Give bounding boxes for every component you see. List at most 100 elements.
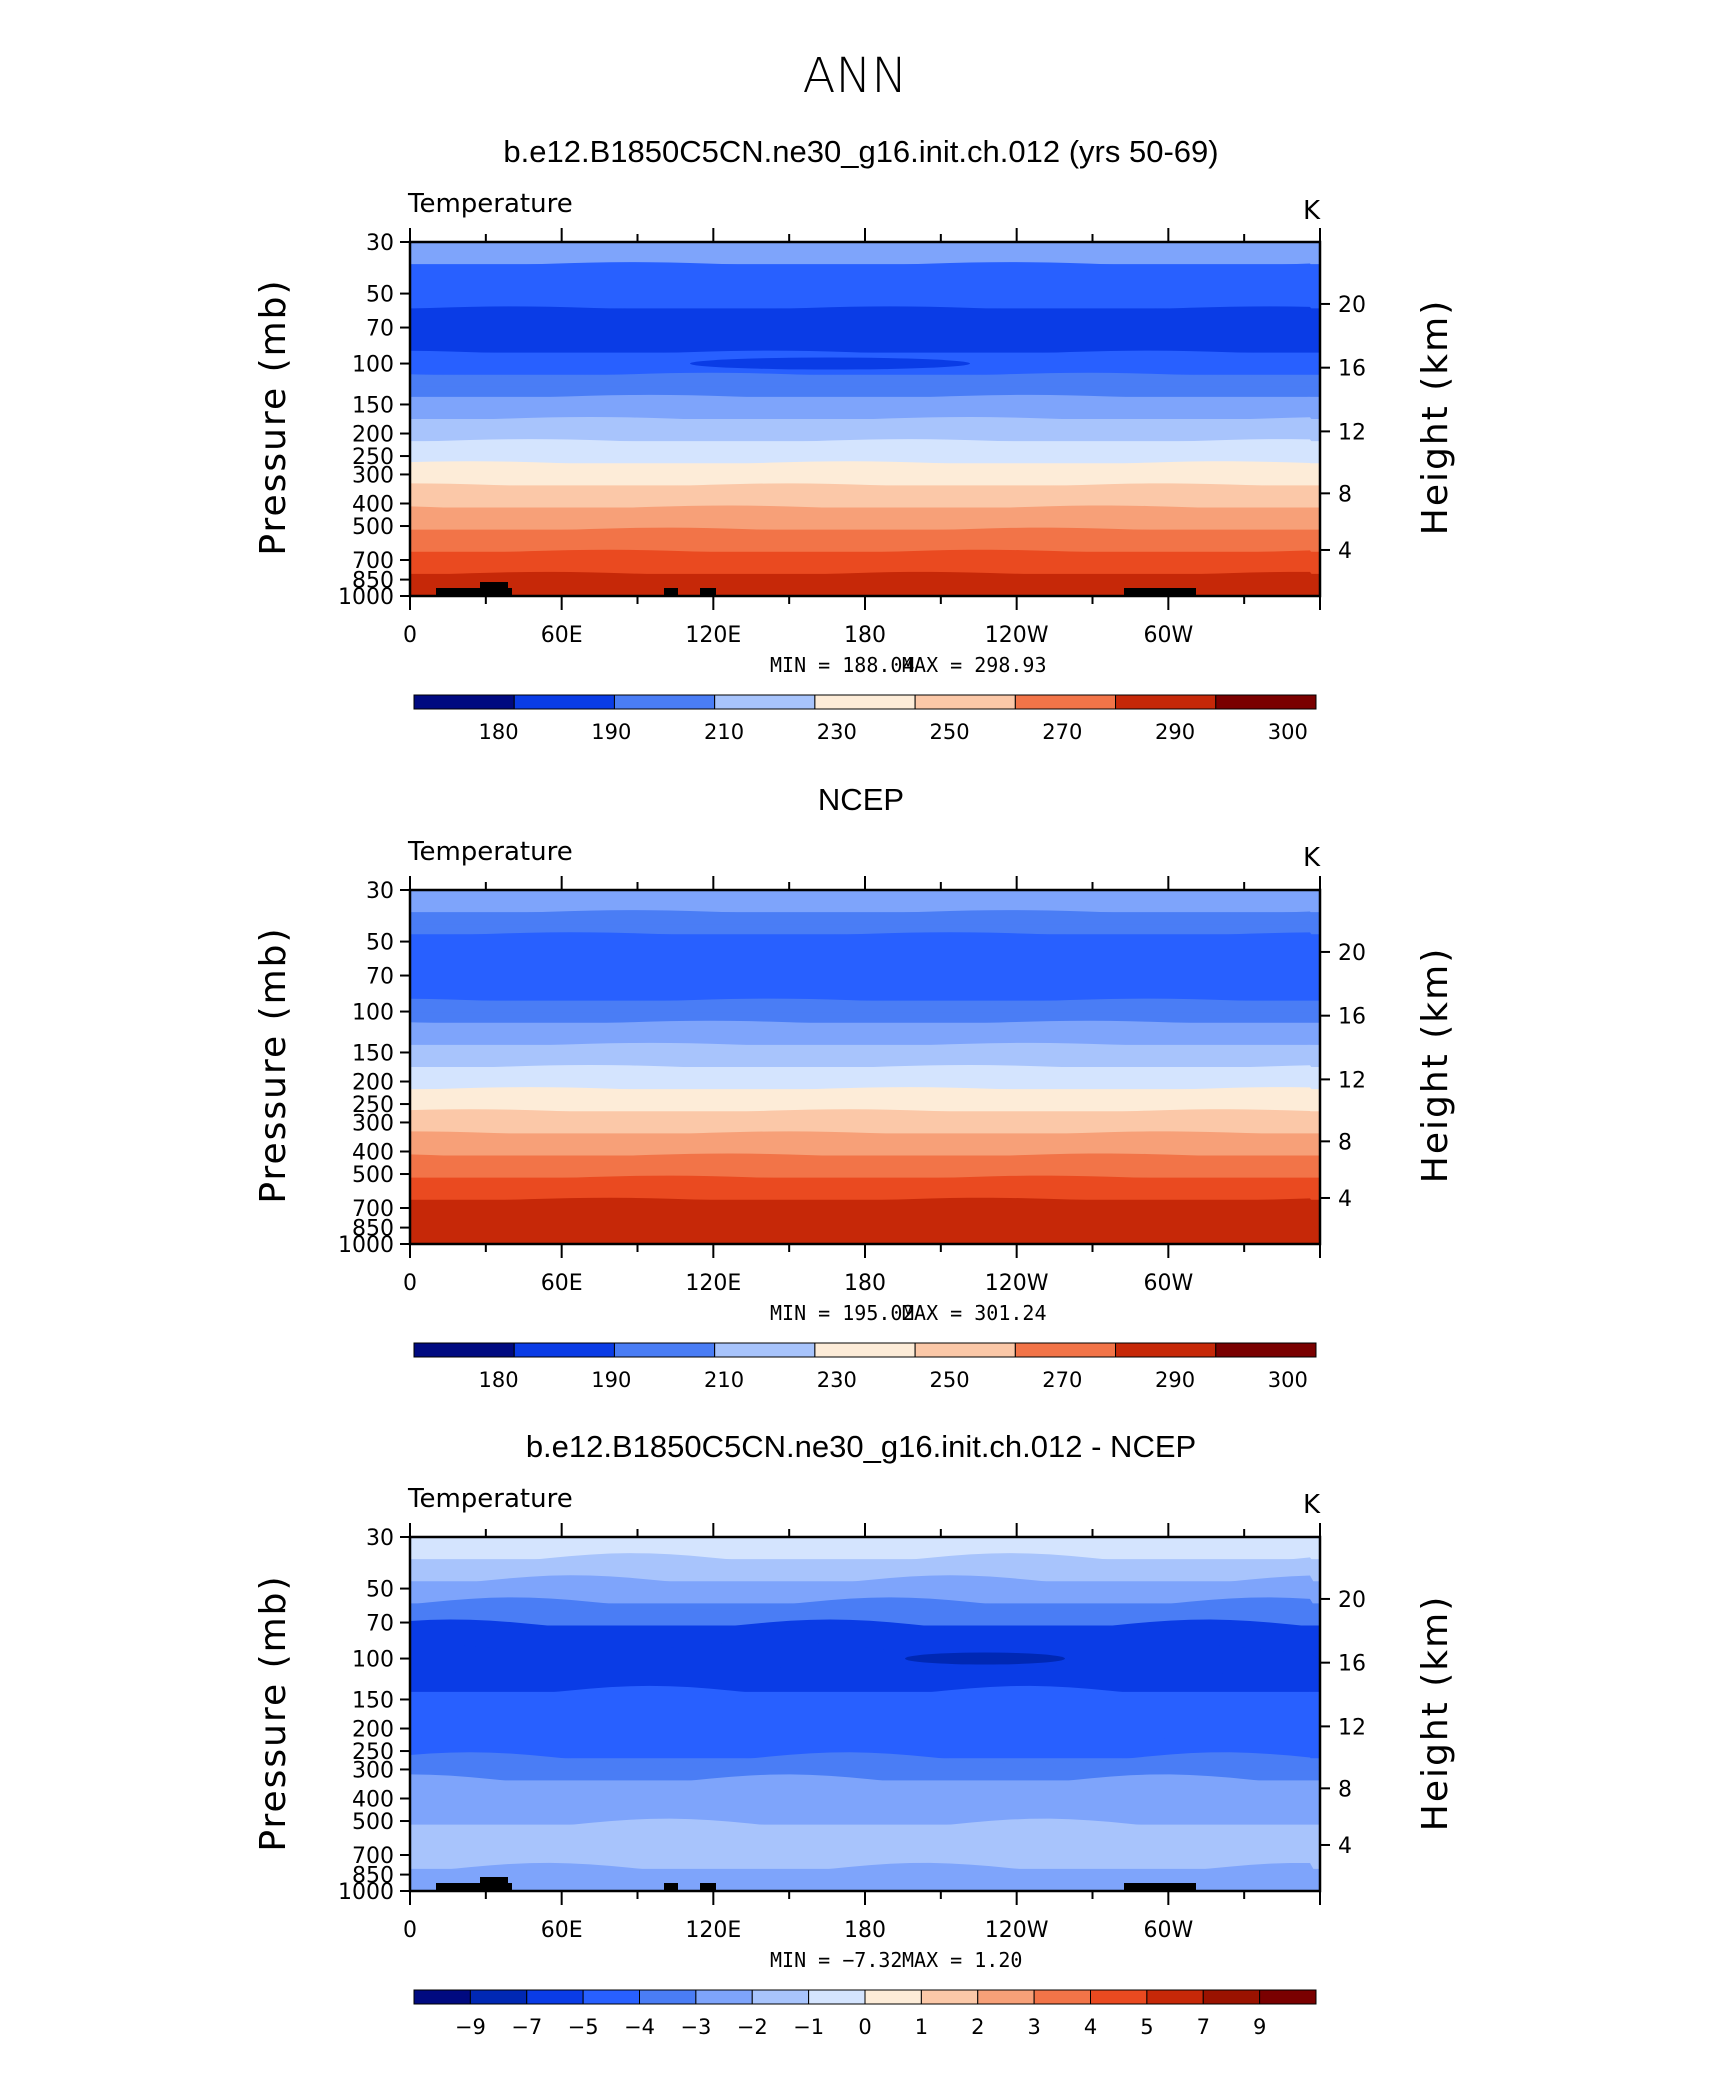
y-tick-label: 100 [352, 353, 394, 378]
y-tick-label: 300 [352, 463, 394, 488]
y-tick-label: 100 [352, 1648, 394, 1673]
contour-edge [410, 1175, 1320, 1190]
min-stat: MIN = 195.02 [770, 1301, 915, 1325]
x-tick-label: 120E [685, 1271, 741, 1296]
y-tick-label: 70 [366, 1612, 394, 1637]
colorbar-box [513, 694, 615, 710]
contour-edge [410, 1663, 1320, 1682]
contour-edge [410, 549, 1320, 564]
topography-mask [480, 1877, 508, 1891]
y-right-tick-label: 20 [1338, 1588, 1366, 1613]
y-tick-label: 150 [352, 1688, 394, 1713]
topography-mask [700, 1883, 716, 1891]
contour-edge [410, 394, 1320, 409]
colorbar-label: 2 [971, 2015, 984, 2039]
y-tick-label: 850 [352, 1864, 394, 1889]
units-label: K [1303, 1490, 1321, 1520]
colorbar-box [639, 1989, 697, 2005]
colorbar-label: −2 [737, 2015, 768, 2039]
y-right-tick-label: 12 [1338, 420, 1366, 445]
topography-mask [1124, 588, 1196, 596]
y-tick-label: 30 [366, 231, 394, 256]
left-string: Temperature [407, 837, 573, 867]
colorbar-label: 270 [1042, 1368, 1082, 1392]
y-tick-label: 150 [352, 393, 394, 418]
contour-edge [410, 1774, 1320, 1793]
colorbar-box [714, 1342, 816, 1358]
colorbar-box [513, 1342, 615, 1358]
y-tick-label: 400 [352, 492, 394, 517]
colorbar: −9 −7 −5 −4 −3 −2 −1 0 1 2 3 4 5 7 9 [413, 1989, 1317, 2039]
y-right-tick-label: 12 [1338, 1068, 1366, 1093]
colorbar-box [814, 1342, 916, 1358]
colorbar-label: 230 [817, 1368, 857, 1392]
y-tick-label: 50 [366, 283, 394, 308]
colorbar-label: 9 [1253, 2015, 1266, 2039]
contour-edge [410, 976, 1320, 991]
x-tick-label: 120W [985, 1918, 1049, 1943]
colorbar-box [808, 1989, 866, 2005]
panel-model: b.e12.B1850C5CN.ne30_g16.init.ch.012 (yr… [253, 134, 1456, 744]
y-tick-label: 50 [366, 1578, 394, 1603]
colorbar-label: −4 [624, 2015, 655, 2039]
colorbar-label: 4 [1084, 2015, 1097, 2039]
contour-edge [410, 1042, 1320, 1057]
colorbar-box [413, 1989, 471, 2005]
colorbar-label: 210 [704, 1368, 744, 1392]
y-tick-label: 300 [352, 1758, 394, 1783]
colorbar-label: 300 [1268, 1368, 1308, 1392]
colorbar-box [1215, 694, 1317, 710]
x-tick-label: 60W [1143, 1918, 1193, 1943]
colorbar-label: 0 [858, 2015, 871, 2039]
topography-mask [664, 1883, 678, 1891]
colorbar-label: 290 [1155, 720, 1195, 744]
colorbar-box [1014, 1342, 1117, 1358]
colorbar-box [977, 1989, 1035, 2005]
contour-edge [410, 1730, 1320, 1749]
panel-title: NCEP [818, 782, 904, 817]
contour-edge [410, 1553, 1320, 1572]
colorbar-box [582, 1989, 640, 2005]
y-axis-title: Pressure (mb) [253, 1574, 294, 1851]
y-right-tick-label: 12 [1338, 1715, 1366, 1740]
colorbar-label: 3 [1027, 2015, 1040, 2039]
x-tick-label: 180 [844, 623, 886, 648]
y-tick-label: 850 [352, 569, 394, 594]
colorbar-label: 7 [1197, 2015, 1210, 2039]
colorbar-label: 250 [930, 720, 970, 744]
y-axis-title-right: Height (km) [1415, 947, 1456, 1183]
contour-edge [410, 1641, 1320, 1660]
colorbar-label: 1 [915, 2015, 928, 2039]
colorbar-label: −3 [680, 2015, 711, 2039]
contour-edge [410, 1619, 1320, 1638]
contour-edge [410, 1796, 1320, 1815]
contour-edge [410, 527, 1320, 542]
colorbar-box [914, 694, 1016, 710]
y-tick-label: 500 [352, 1810, 394, 1835]
contour-edge [410, 372, 1320, 387]
colorbar-box [526, 1989, 584, 2005]
y-tick-label: 200 [352, 1071, 394, 1096]
contour-edge [410, 284, 1320, 299]
y-tick-label: 100 [352, 1001, 394, 1026]
y-right-tick-label: 8 [1338, 1777, 1352, 1802]
contour-edge [410, 1818, 1320, 1837]
colorbar-label: 180 [479, 720, 519, 744]
contour-edge [410, 1219, 1320, 1234]
y-tick-label: 250 [352, 1093, 394, 1118]
y-axis-title: Pressure (mb) [253, 926, 294, 1203]
contour-edge [410, 571, 1320, 586]
topography-mask [700, 588, 716, 596]
y-tick-label: 500 [352, 515, 394, 540]
x-tick-label: 60E [541, 623, 583, 648]
colorbar-label: 5 [1140, 2015, 1153, 2039]
y-tick-label: 70 [366, 965, 394, 990]
x-tick-label: 0 [403, 1918, 417, 1943]
y-tick-label: 50 [366, 931, 394, 956]
colorbar-box [695, 1989, 753, 2005]
x-tick-label: 60W [1143, 1271, 1193, 1296]
y-tick-label: 300 [352, 1111, 394, 1136]
max-stat: MAX = 1.20 [902, 1948, 1022, 1972]
y-right-tick-label: 4 [1338, 1187, 1352, 1212]
colorbar-box [413, 694, 515, 710]
